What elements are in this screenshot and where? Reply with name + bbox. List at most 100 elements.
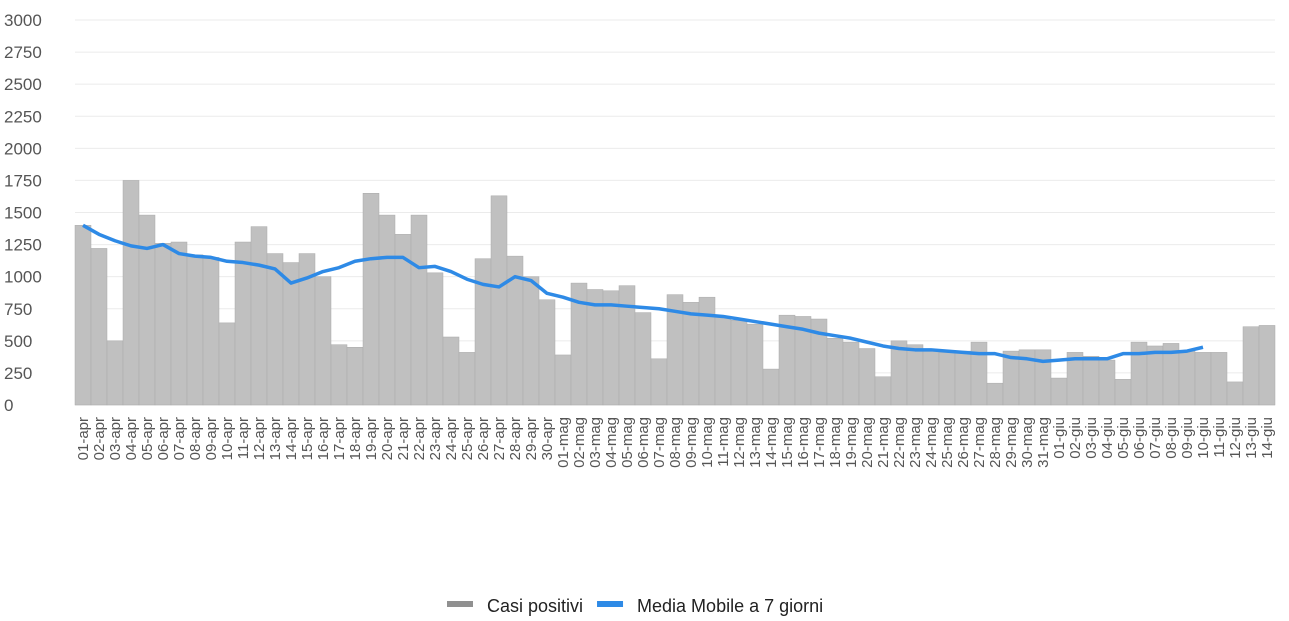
x-tick-label: 29-mag [1003,417,1020,468]
x-tick-label: 02-giu [1067,417,1084,459]
bar [1194,352,1212,406]
bar [986,382,1004,406]
x-tick-label: 03-mag [587,417,604,468]
bar [842,341,860,406]
x-tick-label: 12-apr [251,417,268,460]
bar [634,312,652,406]
bar [314,276,332,406]
bar [1258,325,1276,406]
bar [858,348,876,406]
x-tick-label: 24-mag [923,417,940,468]
y-tick-label: 3000 [4,11,42,30]
x-tick-label: 30-apr [539,417,556,460]
bar [1226,381,1244,406]
bar [218,322,236,406]
x-tick-label: 01-mag [555,417,572,468]
y-tick-label: 1250 [4,236,42,255]
x-tick-label: 25-mag [939,417,956,468]
y-tick-label: 750 [4,300,32,319]
x-tick-label: 13-mag [747,417,764,468]
x-tick-label: 26-mag [955,417,972,468]
bar [1082,355,1100,406]
y-tick-label: 2000 [4,139,42,158]
bar [1178,350,1196,406]
x-tick-label: 10-mag [699,417,716,468]
y-tick-label: 2250 [4,107,42,126]
x-tick-label: 28-apr [507,417,524,460]
bar [522,276,540,406]
legend-swatch [597,601,624,607]
bar [1034,349,1052,406]
bar [938,352,956,406]
x-tick-label: 27-mag [971,417,988,468]
y-tick-label: 2750 [4,43,42,62]
x-tick-label: 13-giu [1243,417,1260,459]
x-tick-label: 20-apr [379,417,396,460]
bar [234,241,252,406]
y-tick-label: 250 [4,364,32,383]
y-tick-label: 0 [4,396,13,415]
x-tick-label: 06-apr [155,417,172,460]
x-tick-label: 08-giu [1163,417,1180,459]
bar [90,248,108,406]
x-tick-label: 25-apr [459,417,476,460]
bar [730,320,748,406]
bar [154,243,172,406]
bar [362,193,380,406]
bar [170,241,188,406]
bar [122,180,140,406]
bar [826,338,844,406]
x-tick-label: 11-giu [1211,417,1228,458]
bar [1114,379,1132,406]
x-tick-label: 18-mag [827,417,844,468]
x-tick-label: 14-apr [283,417,300,460]
bar [138,214,156,406]
x-tick-label: 15-mag [779,417,796,468]
x-tick-label: 01-apr [75,417,92,460]
bar [618,285,636,406]
bar [458,352,476,406]
x-tick-label: 11-apr [235,417,252,459]
x-tick-label: 07-giu [1147,417,1164,459]
bar [650,358,668,406]
x-tick-label: 10-giu [1195,417,1212,459]
x-tick-label: 05-apr [139,417,156,460]
x-tick-label: 21-apr [395,417,412,460]
legend-swatch [447,601,473,607]
bar [202,257,220,406]
y-tick-label: 1750 [4,171,42,190]
bar [954,350,972,406]
x-tick-label: 26-apr [475,417,492,460]
x-tick-label: 19-mag [843,417,860,468]
x-tick-label: 23-mag [907,417,924,468]
bar [874,376,892,406]
bar [682,302,700,406]
x-tick-label: 04-apr [123,417,140,460]
x-tick-label: 05-mag [619,417,636,468]
bar [442,336,460,406]
bar [1050,377,1068,406]
x-tick-label: 02-mag [571,417,588,468]
x-tick-label: 14-mag [763,417,780,468]
x-tick-label: 06-mag [635,417,652,468]
bar [410,214,428,406]
x-tick-label: 03-giu [1083,417,1100,459]
x-tick-label: 11-mag [715,417,732,467]
bar [970,341,988,406]
bar [474,258,492,406]
bar [490,195,508,406]
y-tick-label: 1000 [4,268,42,287]
x-tick-label: 21-mag [875,417,892,468]
x-tick-label: 30-mag [1019,417,1036,468]
bar [250,226,268,406]
x-tick-label: 07-mag [651,417,668,468]
x-tick-label: 09-apr [203,417,220,460]
x-tick-label: 24-apr [443,417,460,460]
bar [378,214,396,406]
bar [330,344,348,406]
y-tick-label: 2500 [4,75,42,94]
bar [586,289,604,406]
x-tick-label: 06-giu [1131,417,1148,459]
